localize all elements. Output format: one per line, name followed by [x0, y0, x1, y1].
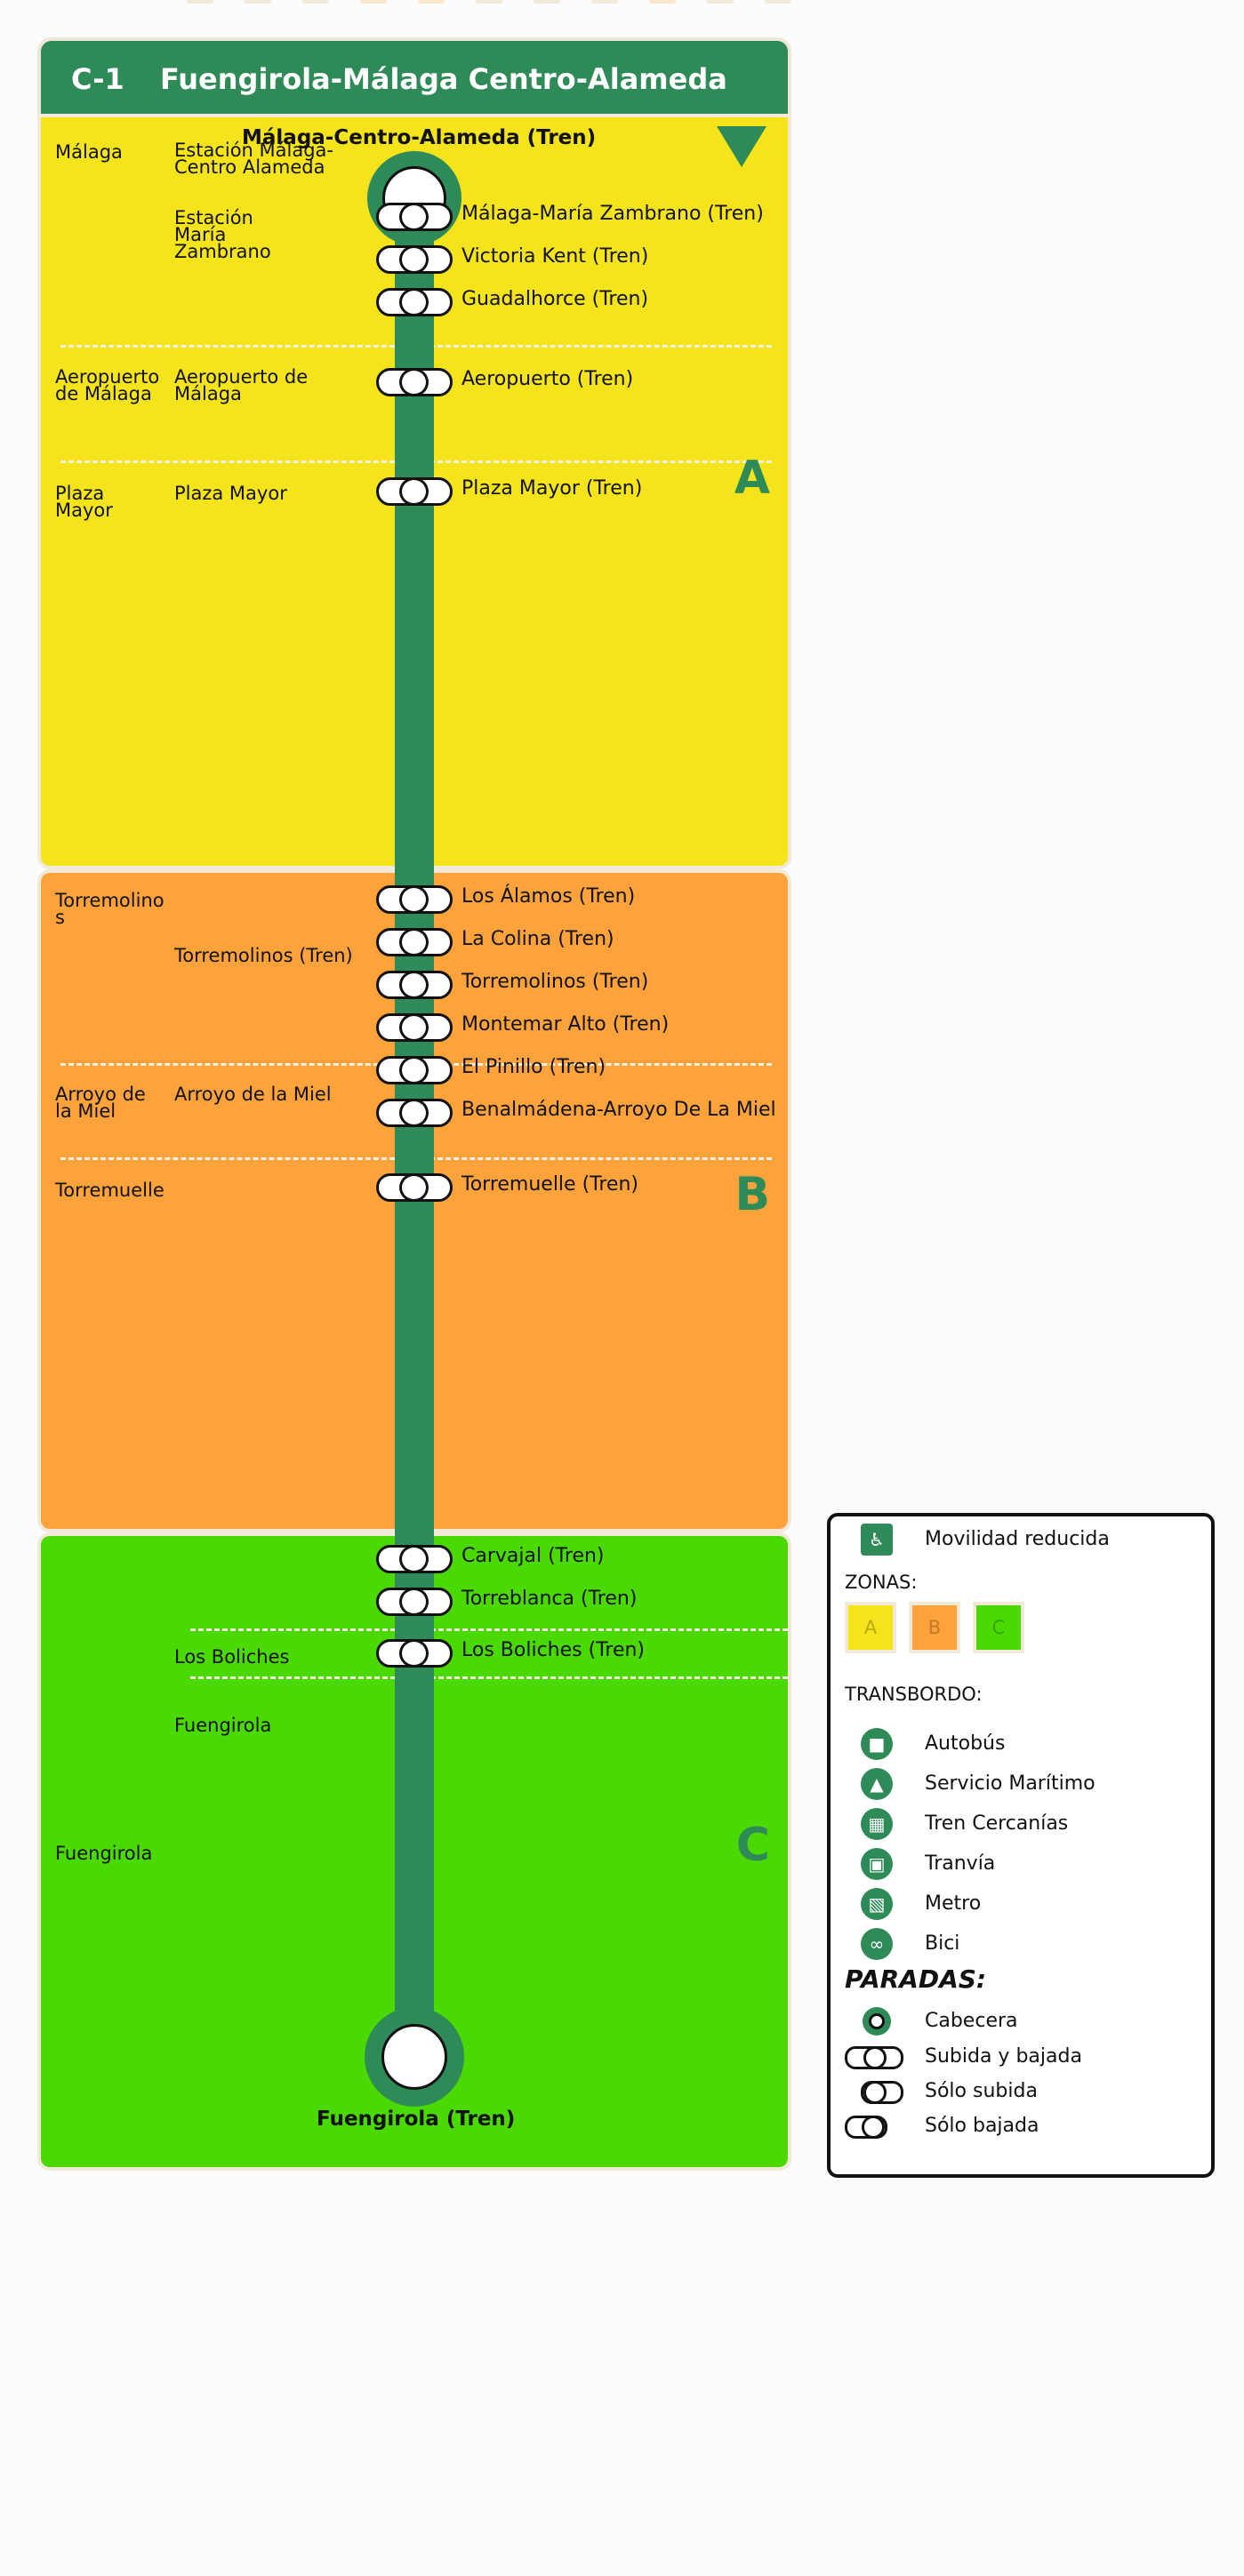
location-label: Los Boliches [174, 1646, 290, 1668]
zone-letter-a: A [734, 452, 770, 505]
municipality-label: Málaga [55, 141, 123, 163]
stop-label: El Pinillo (Tren) [461, 1056, 606, 1078]
legend-transfer-bus: ■ Autobús [831, 1726, 1211, 1762]
stop-label: Málaga-María Zambrano (Tren) [461, 203, 764, 225]
stop-boarding-icon [861, 2081, 903, 2104]
location-label: Aeropuerto de Málaga [174, 366, 309, 404]
location-label: Fuengirola [174, 1715, 272, 1736]
top-decoration [0, 0, 800, 5]
metro-icon: ▧ [861, 1888, 893, 1920]
tram-icon: ▣ [861, 1848, 893, 1880]
stop-marker[interactable] [376, 477, 453, 506]
line-header: C-1 Fuengirola-Málaga Centro-Alameda [41, 41, 788, 117]
stop-marker[interactable] [376, 288, 453, 316]
stop-label: Torreblanca (Tren) [461, 1588, 638, 1610]
location-label: Estación Málaga-Centro Alameda [174, 140, 333, 178]
legend-zones-heading: ZONAS: [845, 1572, 918, 1593]
legend-stops-heading: PARADAS: [845, 1964, 987, 1994]
municipality-label: Fuengirola [55, 1843, 153, 1864]
legend-accessibility: ♿ Movilidad reducida [831, 1522, 1211, 1557]
train-icon: ▦ [861, 1808, 893, 1840]
stop-both-icon [845, 2046, 903, 2069]
legend-transfer-metro: ▧ Metro [831, 1886, 1211, 1922]
bike-icon: ∞ [861, 1928, 893, 1960]
zone-divider [190, 1676, 788, 1679]
legend-stop-boarding: Sólo subida [831, 2074, 1211, 2109]
stop-marker[interactable] [376, 245, 453, 274]
stop-label: Victoria Kent (Tren) [461, 245, 649, 268]
stop-label: Torremolinos (Tren) [461, 971, 649, 993]
municipality-label: Torremolinos [55, 890, 165, 928]
municipality-label: Plaza Mayor [55, 483, 113, 521]
location-label: Arroyo de la Miel [174, 1084, 332, 1105]
stop-marker[interactable] [376, 1099, 453, 1127]
location-label: Estación María Zambrano [174, 207, 271, 262]
stop-label: Los Álamos (Tren) [461, 885, 636, 908]
direction-arrow-icon [717, 126, 766, 167]
stop-label: Torremuelle (Tren) [461, 1173, 638, 1196]
terminal-label-top: Málaga-Centro-Alameda (Tren) [242, 126, 597, 149]
stop-label: Benalmádena-Arroyo De La Miel [461, 1099, 776, 1121]
stop-marker[interactable] [376, 885, 453, 914]
stop-label: Montemar Alto (Tren) [461, 1013, 670, 1036]
legend-zone-a: A [845, 1602, 896, 1653]
stop-marker[interactable] [376, 1173, 453, 1202]
wheelchair-icon: ♿ [861, 1524, 893, 1556]
stop-marker[interactable] [376, 203, 453, 231]
zone-letter-b: B [734, 1168, 770, 1221]
line-title: Fuengirola-Málaga Centro-Alameda [160, 62, 727, 96]
municipality-label: Aeropuerto de Málaga [55, 366, 160, 404]
zone-divider [190, 1628, 788, 1631]
stop-label: Plaza Mayor (Tren) [461, 477, 643, 500]
legend-transfer-train: ▦ Tren Cercanías [831, 1806, 1211, 1842]
ferry-icon: ▲ [861, 1768, 893, 1800]
legend: ♿ Movilidad reducida ZONAS: A B C TRANSB… [827, 1513, 1215, 2178]
municipality-label: Torremuelle [55, 1180, 165, 1201]
location-label: Plaza Mayor [174, 483, 287, 504]
legend-stop-terminal: Cabecera [831, 2004, 1211, 2039]
zone-letter-c: C [735, 1819, 770, 1872]
stop-alighting-icon [845, 2116, 887, 2139]
legend-transfer-heading: TRANSBORDO: [845, 1684, 983, 1705]
terminal-stop-top[interactable] [367, 151, 461, 245]
municipality-label: Arroyo de la Miel [55, 1084, 146, 1122]
stop-label: Carvajal (Tren) [461, 1545, 605, 1567]
legend-zone-b: B [909, 1602, 960, 1653]
stop-marker[interactable] [376, 1056, 453, 1084]
stop-marker[interactable] [376, 971, 453, 999]
legend-transfer-bike: ∞ Bici [831, 1926, 1211, 1962]
stop-label: Aeropuerto (Tren) [461, 368, 634, 390]
bus-icon: ■ [861, 1728, 893, 1760]
legend-stop-both: Subida y bajada [831, 2039, 1211, 2075]
stop-marker[interactable] [376, 928, 453, 956]
legend-transfer-tram: ▣ Tranvía [831, 1846, 1211, 1882]
legend-transfer-ferry: ▲ Servicio Marítimo [831, 1766, 1211, 1802]
stop-marker[interactable] [376, 1588, 453, 1616]
stop-label: Los Boliches (Tren) [461, 1639, 646, 1661]
stop-label: Guadalhorce (Tren) [461, 288, 649, 310]
terminal-label-bottom: Fuengirola (Tren) [317, 2108, 516, 2131]
stop-marker[interactable] [376, 1013, 453, 1042]
location-label: Torremolinos (Tren) [174, 945, 353, 966]
stop-marker[interactable] [376, 1545, 453, 1573]
terminal-stop-bottom[interactable] [365, 2007, 464, 2107]
stop-marker[interactable] [376, 1639, 453, 1668]
stop-label: La Colina (Tren) [461, 928, 614, 950]
line-code: C-1 [71, 62, 124, 96]
legend-zone-c: C [973, 1602, 1024, 1653]
stop-marker[interactable] [376, 368, 453, 396]
terminal-stop-icon [863, 2007, 891, 2036]
legend-stop-alighting: Sólo bajada [831, 2108, 1211, 2144]
